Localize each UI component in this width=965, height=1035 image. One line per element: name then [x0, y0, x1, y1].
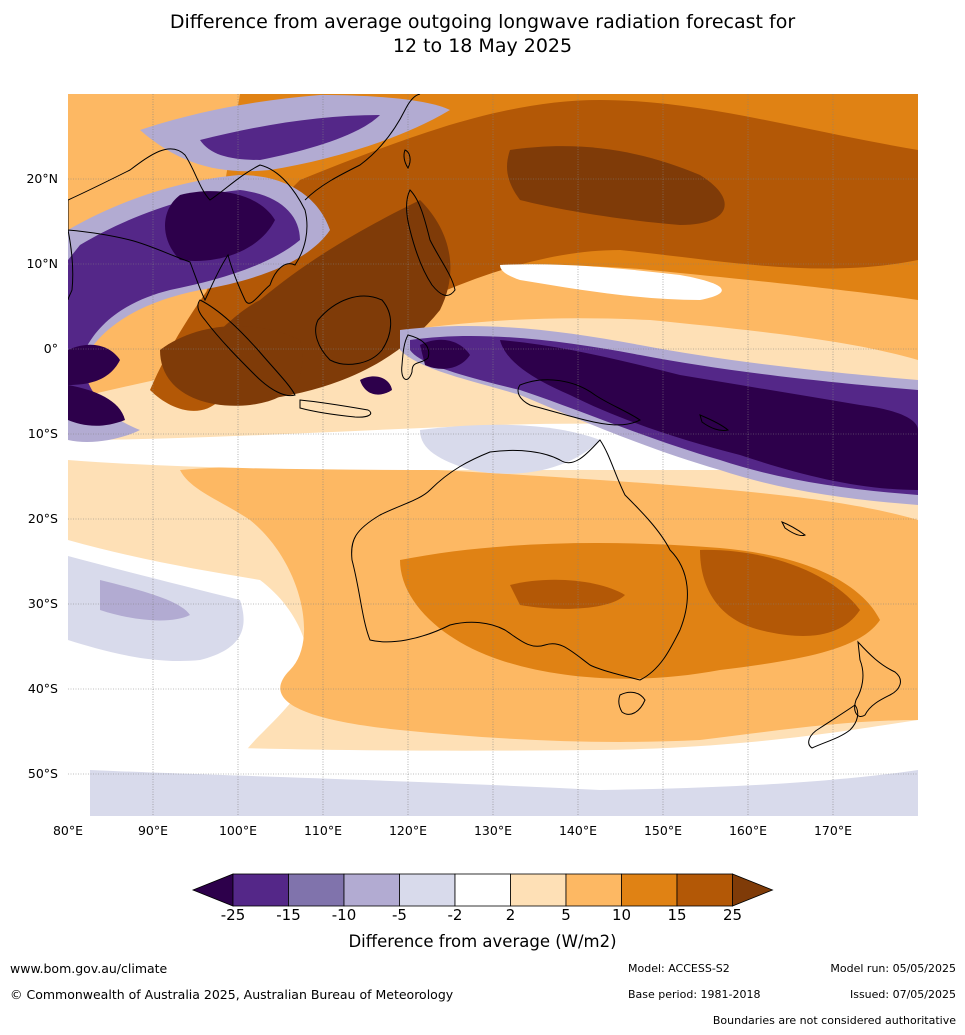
- lat-label: 30°S: [28, 596, 58, 611]
- colorbar-swatch: [343, 873, 400, 907]
- colorbar-swatch: [510, 873, 567, 907]
- new-zealand-north-coastline: [854, 640, 901, 717]
- taiwan-coastline: [403, 149, 411, 169]
- colorbar-tick-label: -10: [331, 906, 357, 924]
- lat-label: 10°S: [28, 426, 58, 441]
- solomon-islands-coastline: [699, 414, 730, 431]
- new-caledonia-coastline: [780, 521, 807, 536]
- lat-label: 40°S: [28, 681, 58, 696]
- colorbar-tick-label: -25: [220, 906, 246, 924]
- java-coastline: [299, 399, 372, 418]
- title-line-2: 12 to 18 May 2025: [392, 35, 573, 57]
- colorbar-swatch: [288, 873, 345, 907]
- sumatra-coastline: [197, 299, 296, 397]
- new-guinea-coastline: [517, 379, 641, 426]
- colorbar-swatch: [565, 873, 622, 907]
- copyright-text: © Commonwealth of Australia 2025, Austra…: [10, 987, 454, 1002]
- lon-label: 170°E: [814, 823, 852, 838]
- lon-label: 140°E: [559, 823, 597, 838]
- lon-label: 110°E: [304, 823, 342, 838]
- colorbar-swatch: [399, 873, 456, 907]
- colorbar-tick-label: 10: [611, 906, 632, 924]
- disclaimer-text: Boundaries are not considered authoritat…: [712, 1014, 956, 1027]
- colorbar-title: Difference from average (W/m2): [348, 932, 617, 951]
- sulawesi-coastline: [401, 334, 430, 380]
- coastlines: [68, 94, 901, 749]
- colorbar-extend-min: [191, 873, 234, 907]
- lon-label: 160°E: [729, 823, 767, 838]
- colorbar-tick-label: -15: [276, 906, 301, 924]
- lon-label: 150°E: [644, 823, 682, 838]
- colorbar-tick-label: 25: [722, 906, 743, 924]
- australia-coastline: [351, 439, 688, 681]
- asia-mainland-coastline: [68, 148, 308, 304]
- lat-label: 50°S: [28, 766, 58, 781]
- lon-label: 120°E: [389, 823, 427, 838]
- colorbar-swatch: [676, 873, 733, 907]
- lon-label: 80°E: [53, 823, 83, 838]
- colorbar-extend-max: [732, 873, 774, 907]
- colorbar-swatch: [454, 873, 511, 907]
- graticule: [68, 94, 918, 816]
- india-coastline: [68, 229, 74, 301]
- lat-label: 20°S: [28, 511, 58, 526]
- colorbar-tick-label: 15: [667, 906, 687, 924]
- colorbar-tick-label: 5: [561, 906, 571, 924]
- website-link[interactable]: www.bom.gov.au/climate: [10, 961, 168, 976]
- issued-label: Issued: 07/05/2025: [849, 988, 956, 1001]
- lat-label: 0°: [44, 341, 58, 356]
- model-run-label: Model run: 05/05/2025: [830, 962, 956, 975]
- lon-label: 100°E: [219, 823, 257, 838]
- lon-label: 90°E: [138, 823, 168, 838]
- new-zealand-south-coastline: [808, 704, 859, 749]
- lat-axis-labels: 20°N 10°N 0° 10°S 20°S 30°S 40°S 50°S: [26, 171, 58, 781]
- colorbar-tick-label: -5: [392, 906, 407, 924]
- map-title: Difference from average outgoing longwav…: [0, 10, 965, 58]
- colorbar-swatch: [621, 873, 678, 907]
- colorbar-swatch: [232, 873, 289, 907]
- tasmania-coastline: [618, 691, 646, 715]
- china-coastline: [304, 94, 421, 201]
- colorbar-tick-label: 2: [505, 906, 516, 924]
- lon-label: 130°E: [474, 823, 512, 838]
- model-label: Model: ACCESS-S2: [628, 962, 730, 975]
- base-period-label: Base period: 1981-2018: [628, 988, 761, 1001]
- borneo-coastline: [315, 295, 392, 365]
- lat-label: 20°N: [26, 171, 58, 186]
- lon-axis-labels: 80°E 90°E 100°E 110°E 120°E 130°E 140°E …: [53, 823, 852, 838]
- philippines-coastline: [406, 189, 456, 296]
- olr-anomaly-map: 20°N 10°N 0° 10°S 20°S 30°S 40°S 50°S 80…: [26, 94, 918, 838]
- colorbar-swatches: [191, 873, 774, 907]
- colorbar-tick-label: -2: [447, 906, 463, 924]
- title-line-1: Difference from average outgoing longwav…: [169, 11, 796, 33]
- lat-label: 10°N: [26, 256, 58, 271]
